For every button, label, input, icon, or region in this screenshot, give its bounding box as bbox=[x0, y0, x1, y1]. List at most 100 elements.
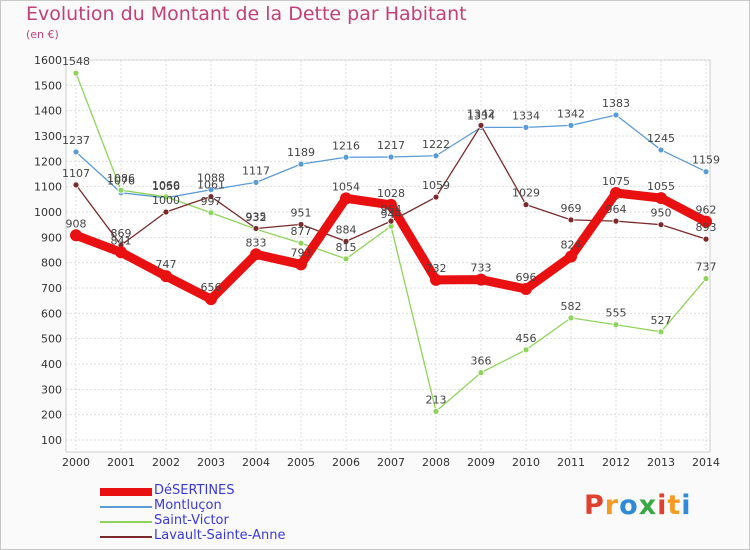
data-label-saint-victor: 1060 bbox=[152, 179, 180, 192]
data-label-d-sertines: 733 bbox=[471, 262, 492, 275]
x-tick-label: 2003 bbox=[197, 456, 225, 469]
y-tick-label: 1300 bbox=[34, 130, 62, 143]
data-label-lavault-sainte-anne: 950 bbox=[651, 207, 672, 220]
data-label-lavault-sainte-anne: 969 bbox=[561, 202, 582, 215]
data-label-montlu-on: 1217 bbox=[377, 139, 405, 152]
data-label-lavault-sainte-anne: 1059 bbox=[422, 179, 450, 192]
data-label-d-sertines: 732 bbox=[426, 262, 447, 275]
data-point-saint-victor bbox=[657, 328, 665, 336]
legend-label: Montluçon bbox=[154, 498, 222, 513]
y-tick-label: 700 bbox=[41, 282, 62, 295]
data-point-lavault-sainte-anne bbox=[342, 237, 350, 245]
data-label-saint-victor: 456 bbox=[516, 332, 537, 345]
data-point-d-sertines bbox=[430, 273, 442, 286]
data-point-d-sertines bbox=[70, 229, 82, 242]
data-label-montlu-on: 1076 bbox=[107, 175, 135, 188]
data-point-lavault-sainte-anne bbox=[252, 225, 260, 232]
logo-letter: x bbox=[638, 490, 658, 521]
chart-unit: (en €) bbox=[26, 28, 59, 41]
data-point-lavault-sainte-anne bbox=[432, 193, 440, 201]
data-label-d-sertines: 1055 bbox=[647, 180, 675, 193]
data-point-lavault-sainte-anne bbox=[387, 217, 395, 225]
logo-letter: t bbox=[667, 490, 682, 521]
data-point-lavault-sainte-anne bbox=[72, 181, 80, 189]
data-point-d-sertines bbox=[475, 273, 487, 286]
data-point-saint-victor bbox=[522, 346, 530, 354]
data-label-saint-victor: 1548 bbox=[62, 55, 90, 68]
data-point-montlu-on bbox=[297, 160, 305, 168]
x-tick-label: 2007 bbox=[377, 456, 405, 469]
data-point-lavault-sainte-anne bbox=[522, 201, 530, 209]
legend-label: Lavault-Sainte-Anne bbox=[154, 528, 286, 543]
data-label-montlu-on: 1245 bbox=[647, 132, 675, 145]
y-tick-label: 500 bbox=[41, 333, 62, 346]
x-tick-label: 2004 bbox=[242, 456, 270, 469]
data-point-montlu-on bbox=[72, 148, 80, 156]
data-point-d-sertines bbox=[295, 258, 307, 271]
data-point-lavault-sainte-anne bbox=[297, 221, 305, 228]
legend-swatch bbox=[100, 488, 152, 496]
data-point-d-sertines bbox=[700, 215, 712, 228]
data-label-lavault-sainte-anne: 1029 bbox=[512, 187, 540, 200]
x-tick-label: 2006 bbox=[332, 456, 360, 469]
y-tick-label: 800 bbox=[41, 257, 62, 270]
data-label-saint-victor: 815 bbox=[336, 241, 357, 254]
data-point-montlu-on bbox=[387, 153, 395, 161]
data-label-montlu-on: 1159 bbox=[692, 154, 720, 167]
data-point-montlu-on bbox=[702, 168, 710, 176]
data-point-saint-victor bbox=[342, 255, 350, 263]
data-point-d-sertines bbox=[160, 270, 172, 283]
data-point-d-sertines bbox=[385, 198, 397, 211]
x-tick-label: 2008 bbox=[422, 456, 450, 469]
data-label-d-sertines: 793 bbox=[291, 246, 312, 259]
data-label-saint-victor: 582 bbox=[561, 300, 582, 313]
x-tick-label: 2012 bbox=[602, 456, 630, 469]
data-point-lavault-sainte-anne bbox=[702, 235, 710, 243]
data-point-lavault-sainte-anne bbox=[162, 208, 170, 216]
y-tick-label: 400 bbox=[41, 358, 62, 371]
data-label-d-sertines: 747 bbox=[156, 258, 177, 271]
data-label-saint-victor: 1086 bbox=[107, 172, 135, 185]
data-label-d-sertines: 696 bbox=[516, 271, 537, 284]
data-point-d-sertines bbox=[610, 187, 622, 199]
legend-swatch bbox=[100, 536, 152, 538]
data-label-montlu-on: 1342 bbox=[557, 107, 585, 120]
data-label-lavault-sainte-anne: 1342 bbox=[467, 107, 495, 120]
data-label-montlu-on: 1237 bbox=[62, 134, 90, 147]
data-point-montlu-on bbox=[657, 146, 665, 154]
y-tick-label: 200 bbox=[41, 409, 62, 422]
data-point-lavault-sainte-anne bbox=[657, 221, 665, 229]
data-label-lavault-sainte-anne: 951 bbox=[291, 206, 312, 219]
data-label-montlu-on: 1189 bbox=[287, 146, 315, 159]
data-label-d-sertines: 1075 bbox=[602, 175, 630, 188]
data-label-lavault-sainte-anne: 1107 bbox=[62, 167, 90, 180]
data-point-saint-victor bbox=[567, 314, 575, 322]
plot-area bbox=[65, 59, 711, 453]
y-tick-label: 1600 bbox=[34, 54, 62, 67]
data-point-d-sertines bbox=[115, 246, 127, 259]
data-label-d-sertines: 656 bbox=[201, 281, 222, 294]
data-point-saint-victor bbox=[612, 321, 620, 329]
data-point-d-sertines bbox=[250, 248, 262, 261]
data-label-montlu-on: 1056 bbox=[152, 180, 180, 193]
x-tick-label: 2013 bbox=[647, 456, 675, 469]
data-point-d-sertines bbox=[655, 192, 667, 205]
legend-swatch bbox=[100, 506, 152, 508]
y-tick-label: 600 bbox=[41, 307, 62, 320]
data-point-saint-victor bbox=[432, 407, 440, 415]
data-point-lavault-sainte-anne bbox=[207, 193, 215, 200]
data-label-lavault-sainte-anne: 884 bbox=[336, 223, 357, 236]
legend-label: DéSERTINES bbox=[154, 483, 235, 498]
data-point-montlu-on bbox=[612, 111, 620, 119]
data-label-lavault-sainte-anne: 935 bbox=[246, 210, 267, 223]
data-label-montlu-on: 1117 bbox=[242, 164, 270, 177]
data-point-montlu-on bbox=[252, 178, 260, 186]
data-label-saint-victor: 213 bbox=[426, 393, 447, 406]
axis-layer: 1002003004005006007008009001000110012001… bbox=[34, 54, 720, 469]
x-tick-label: 2014 bbox=[692, 456, 720, 469]
data-label-d-sertines: 841 bbox=[111, 234, 132, 247]
y-tick-label: 100 bbox=[41, 434, 62, 447]
data-point-montlu-on bbox=[342, 153, 350, 161]
legend-swatch bbox=[100, 521, 152, 523]
